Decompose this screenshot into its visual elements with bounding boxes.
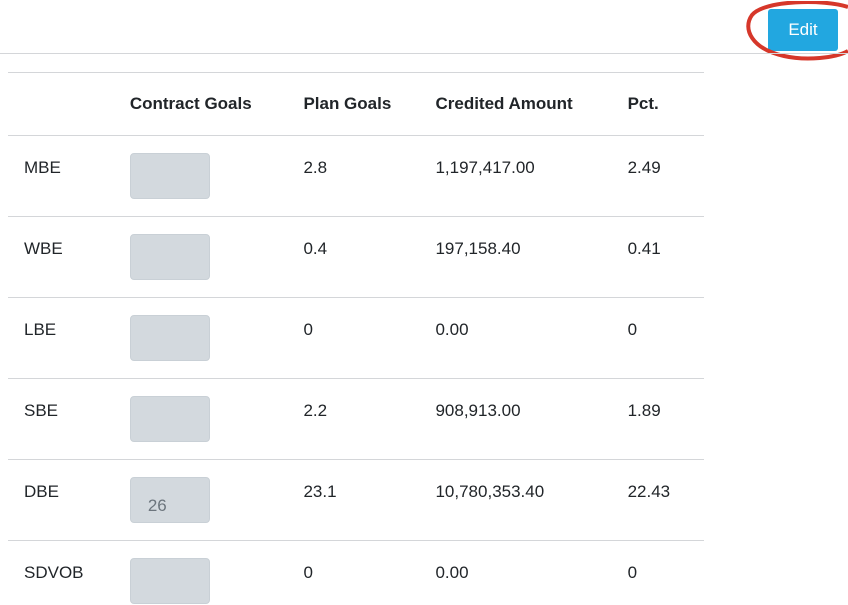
credited-amount-value: 10,780,353.40	[435, 482, 545, 501]
pct-value: 22.43	[627, 482, 671, 501]
contract-goal-input[interactable]	[129, 477, 210, 523]
table-row: LBE 0 0.00 0	[8, 297, 704, 379]
column-header-credited-amount: Credited Amount	[435, 72, 628, 136]
row-label: WBE	[24, 239, 63, 258]
header-divider	[0, 53, 848, 54]
credited-amount-value: 197,158.40	[435, 239, 521, 258]
contract-goal-input[interactable]	[129, 315, 210, 361]
table-row: DBE 23.1 10,780,353.40 22.43	[8, 459, 704, 541]
row-label: SDVOB	[24, 563, 84, 582]
pct-value: 1.89	[627, 401, 661, 420]
plan-goal-value: 23.1	[303, 482, 337, 501]
row-label: SBE	[24, 401, 59, 420]
goals-table: Contract Goals Plan Goals Credited Amoun…	[8, 72, 704, 605]
contract-goal-input[interactable]	[129, 396, 210, 442]
column-header-contract-goals: Contract Goals	[129, 72, 304, 136]
row-label: DBE	[24, 482, 59, 501]
credited-amount-value: 0.00	[435, 563, 469, 582]
table-row: MBE 2.8 1,197,417.00 2.49	[8, 135, 704, 217]
contract-goal-input[interactable]	[129, 234, 210, 280]
contract-goal-input[interactable]	[129, 153, 210, 199]
credited-amount-value: 1,197,417.00	[435, 158, 535, 177]
pct-value: 0	[627, 563, 638, 582]
table-row: SDVOB 0 0.00 0	[8, 541, 704, 605]
plan-goal-value: 0.4	[303, 239, 328, 258]
contract-goal-input[interactable]	[129, 558, 210, 604]
table-header-row: Contract Goals Plan Goals Credited Amoun…	[8, 72, 704, 136]
pct-value: 0.41	[627, 239, 661, 258]
column-header-plan-goals: Plan Goals	[303, 72, 436, 136]
row-label: LBE	[24, 320, 57, 339]
pct-value: 0	[627, 320, 638, 339]
plan-goal-value: 2.2	[303, 401, 328, 420]
plan-goal-value: 0	[303, 320, 313, 339]
plan-goal-value: 0	[303, 563, 313, 582]
table-row: WBE 0.4 197,158.40 0.41	[8, 216, 704, 298]
credited-amount-value: 908,913.00	[435, 401, 521, 420]
plan-goal-value: 2.8	[303, 158, 328, 177]
credited-amount-value: 0.00	[435, 320, 469, 339]
pct-value: 2.49	[627, 158, 661, 177]
edit-button[interactable]: Edit	[768, 9, 838, 51]
column-header-type	[8, 72, 130, 136]
column-header-pct: Pct.	[627, 72, 704, 136]
table-row: SBE 2.2 908,913.00 1.89	[8, 378, 704, 460]
row-label: MBE	[24, 158, 61, 177]
